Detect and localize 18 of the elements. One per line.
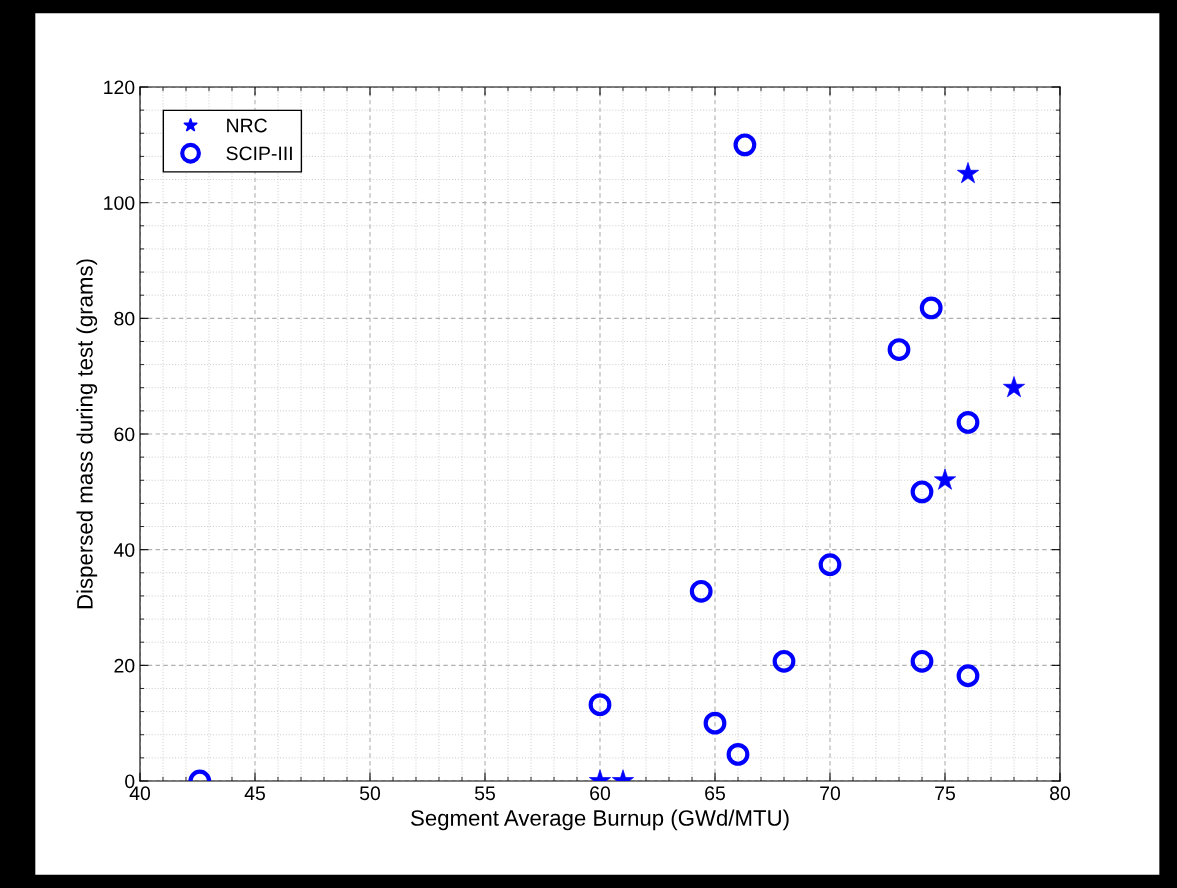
x-tick-label: 60 [590, 786, 611, 801]
x-tick-label: 45 [244, 786, 265, 801]
y-tick-label: 120 [104, 80, 135, 95]
y-tick-label: 20 [114, 658, 135, 673]
y-tick-label: 40 [113, 543, 135, 557]
x-tick-label: 55 [474, 786, 495, 801]
y-tick-label: 100 [104, 196, 135, 210]
y-axis-title: Dispersed mass during test (grams) [76, 259, 98, 609]
x-tick-label: 75 [935, 786, 955, 801]
y-tick-label: 60 [114, 427, 135, 442]
x-tick-label: 50 [359, 786, 381, 801]
x-tick-label: 65 [705, 786, 725, 801]
legend-label: SCIP-III [226, 146, 292, 161]
legend-label: NRC [227, 118, 267, 133]
x-tick-label: 70 [820, 786, 841, 801]
x-tick-label: 80 [1050, 786, 1071, 801]
x-axis-title: Segment Average Burnup (GWd/MTU) [411, 809, 789, 831]
y-tick-label: 80 [114, 311, 135, 326]
